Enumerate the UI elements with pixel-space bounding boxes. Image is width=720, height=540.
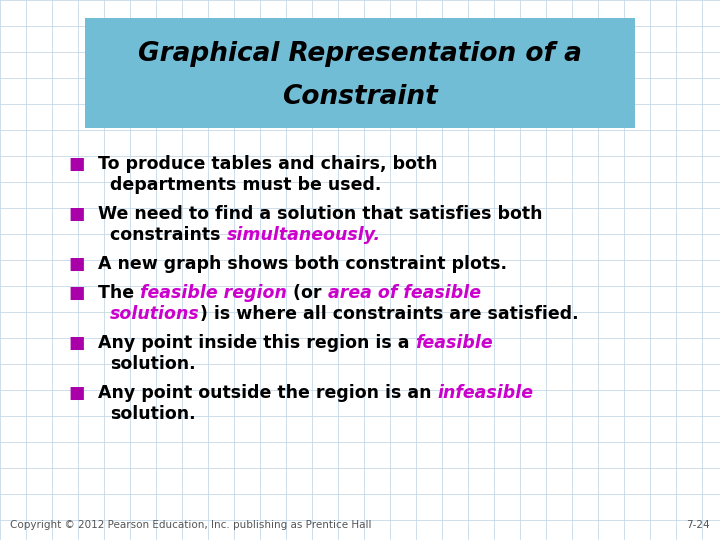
Text: constraints: constraints — [110, 226, 227, 244]
Text: 7-24: 7-24 — [686, 520, 710, 530]
Text: Any point outside the region is an: Any point outside the region is an — [98, 384, 438, 402]
FancyBboxPatch shape — [85, 18, 635, 128]
Text: We need to find a solution that satisfies both: We need to find a solution that satisfie… — [98, 205, 542, 223]
Text: departments must be used.: departments must be used. — [110, 176, 382, 194]
Text: area of feasible: area of feasible — [328, 284, 480, 302]
Text: solution.: solution. — [110, 405, 196, 423]
Text: Any point inside this region is a: Any point inside this region is a — [98, 334, 415, 352]
Text: ■: ■ — [68, 205, 84, 223]
Text: infeasible: infeasible — [438, 384, 534, 402]
Text: ■: ■ — [68, 255, 84, 273]
Text: ■: ■ — [68, 155, 84, 173]
Text: feasible: feasible — [415, 334, 493, 352]
Text: ■: ■ — [68, 284, 84, 302]
Text: solutions: solutions — [110, 305, 199, 323]
Text: simultaneously.: simultaneously. — [227, 226, 381, 244]
Text: solution.: solution. — [110, 355, 196, 373]
Text: ) is where all constraints are satisfied.: ) is where all constraints are satisfied… — [199, 305, 578, 323]
Text: A new graph shows both constraint plots.: A new graph shows both constraint plots. — [98, 255, 507, 273]
Text: Graphical Representation of a: Graphical Representation of a — [138, 41, 582, 68]
Text: feasible region: feasible region — [140, 284, 287, 302]
Text: Copyright © 2012 Pearson Education, Inc. publishing as Prentice Hall: Copyright © 2012 Pearson Education, Inc.… — [10, 520, 372, 530]
Text: Constraint: Constraint — [282, 84, 438, 110]
Text: To produce tables and chairs, both: To produce tables and chairs, both — [98, 155, 438, 173]
Text: (or: (or — [287, 284, 328, 302]
Text: The: The — [98, 284, 140, 302]
Text: ■: ■ — [68, 334, 84, 352]
Text: ■: ■ — [68, 384, 84, 402]
